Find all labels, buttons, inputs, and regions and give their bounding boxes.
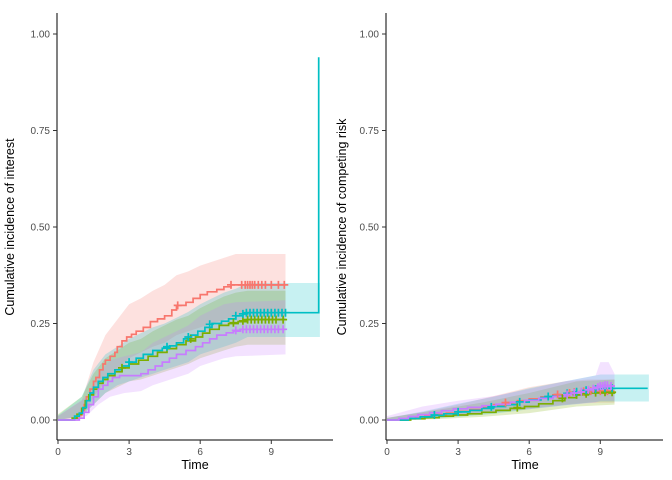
y-tick-label: 0.25 (31, 319, 51, 330)
x-tick-label: 0 (384, 447, 390, 458)
censor-marks-group-purple (231, 325, 288, 335)
y-tick-label: 0.00 (360, 416, 380, 427)
x-tick-label: 3 (126, 447, 132, 458)
x-tick-label: 6 (197, 447, 203, 458)
confidence-ribbon-group-purple (387, 362, 615, 420)
y-tick-label: 0.75 (360, 126, 380, 137)
y-tick-label: 0.50 (360, 223, 380, 234)
censor-marks-group-green (118, 315, 288, 372)
x-tick-label: 9 (269, 447, 275, 458)
censor-marks-group-purple (563, 381, 615, 399)
y-axis-label: Cumulative incidence of interest (3, 138, 17, 316)
panel-incidence-of-interest: 0.00 0.25 0.50 0.75 1.00 0 3 6 9 Time Cumulative… (3, 13, 333, 472)
confidence-ribbon-group-teal (387, 374, 649, 420)
confidence-ribbon-group-red (58, 254, 286, 420)
censor-marks-group-red (173, 280, 289, 310)
y-tick-label: 1.00 (360, 30, 380, 41)
censor-marks-group-teal (125, 308, 290, 367)
plot-interest-svg: 0.00 0.25 0.50 0.75 1.00 0 3 6 9 Time Cumulative… (3, 13, 333, 472)
survival-curve-group-teal (58, 57, 320, 421)
y-axis-label: Cumulative incidence of competing risk (336, 118, 349, 336)
x-tick-label: 0 (55, 447, 61, 458)
x-tick-label: 6 (526, 447, 532, 458)
y-tick-label: 0.25 (360, 319, 380, 330)
y-tick-label: 0.75 (31, 126, 51, 137)
y-tick-label: 0.50 (31, 223, 51, 234)
x-tick-label: 3 (455, 447, 461, 458)
plot-competing-risk-svg: 0.00 0.25 0.50 0.75 1.00 0 3 6 9 Time Cumulative… (336, 13, 663, 472)
y-tick-label: 1.00 (31, 30, 51, 41)
x-tick-label: 9 (598, 447, 604, 458)
x-axis-label: Time (181, 458, 208, 472)
x-axis-label: Time (511, 458, 538, 472)
panel-competing-risk: 0.00 0.25 0.50 0.75 1.00 0 3 6 9 Time Cumulative… (336, 0, 672, 480)
confidence-ribbon-group-purple (58, 300, 286, 420)
survival-curve-group-purple (58, 328, 286, 421)
y-tick-label: 0.00 (31, 416, 51, 427)
